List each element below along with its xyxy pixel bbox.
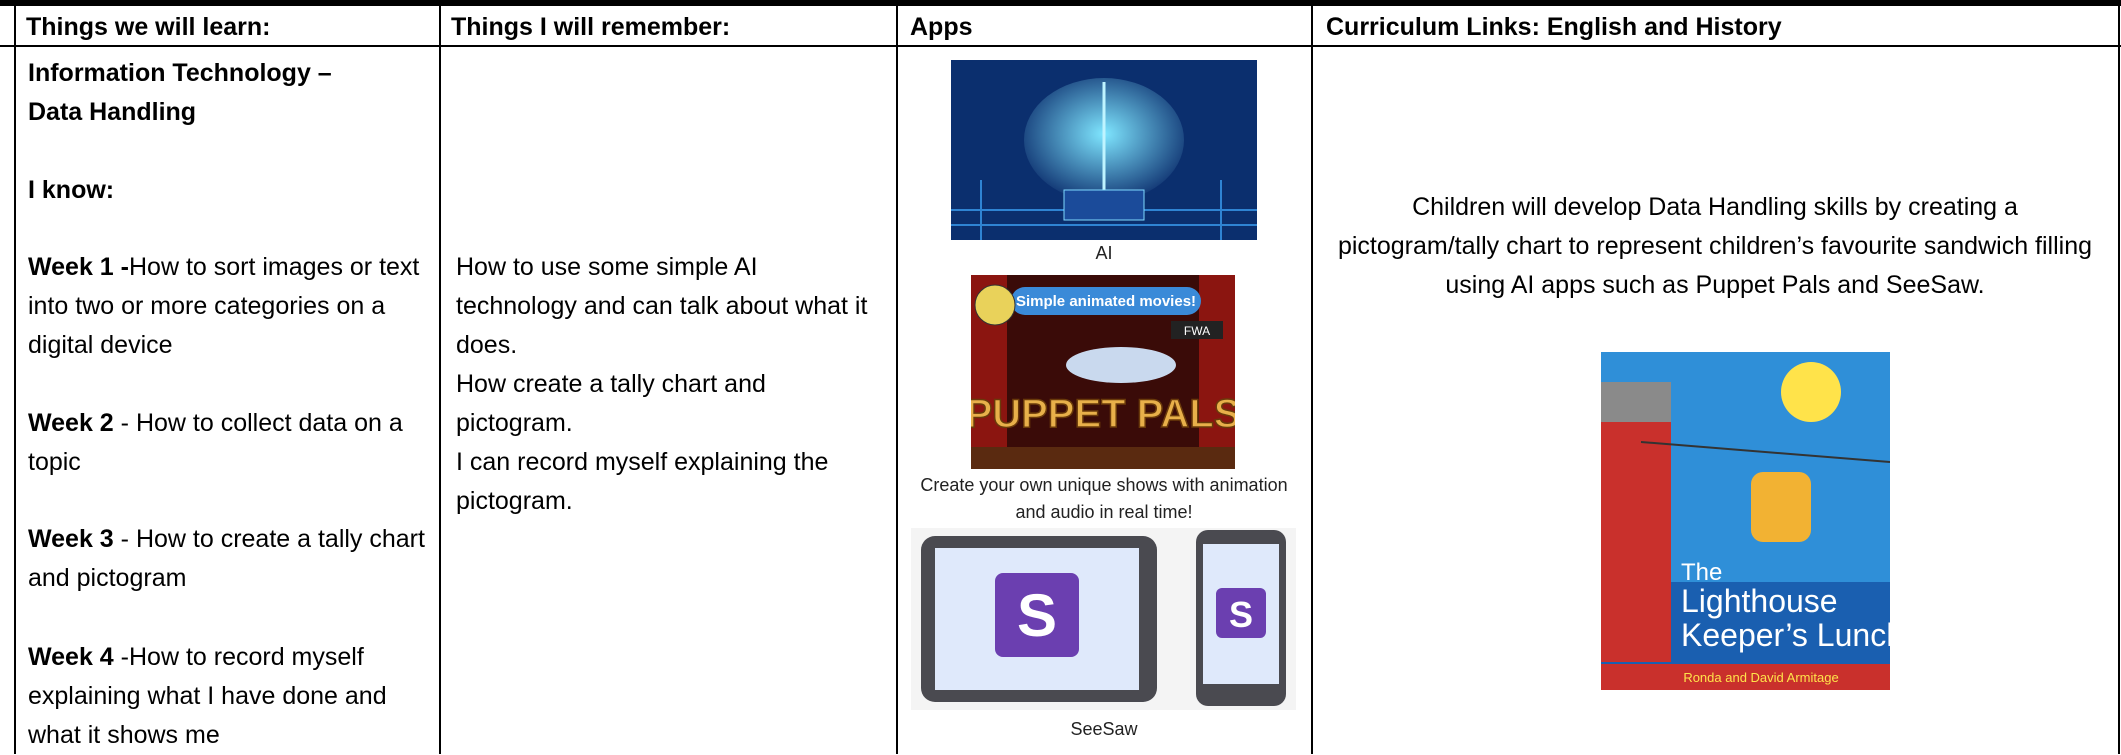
book-title: The	[1681, 559, 1722, 586]
ai-image	[951, 60, 1257, 240]
top-border	[0, 0, 2121, 6]
header-cell: Things I will remember:	[451, 13, 731, 41]
remember-list: How to use some simple AI technology and…	[456, 248, 876, 521]
week-label: Week 1 -	[28, 253, 129, 281]
week-text: How to sort images or text into two or m…	[28, 253, 420, 359]
puppet-pals-image: Simple animated movies! FWA PUPPET PALS	[971, 275, 1235, 469]
col-border	[14, 0, 16, 754]
svg-text:S: S	[1017, 582, 1057, 649]
week-label: Week 4	[28, 643, 114, 671]
app-logo: PUPPET PALS	[971, 392, 1235, 436]
week-label: Week 2	[28, 409, 114, 437]
col-border	[439, 0, 441, 754]
week-text: -How to record myself explaining what I …	[28, 643, 387, 749]
book-authors: Ronda and David Armitage	[1683, 670, 1838, 685]
svg-text:S: S	[1229, 594, 1253, 635]
subject: Information Technology – Data Handling	[28, 59, 332, 126]
curriculum-text: Children will develop Data Handling skil…	[1337, 193, 2093, 299]
app-caption: SeeSaw	[1070, 719, 1138, 739]
intro: I know:	[28, 176, 115, 204]
app-badge: FWA	[1184, 324, 1210, 338]
week: Week 3 - How to create a tally chart and…	[28, 520, 433, 598]
col-border	[2118, 0, 2120, 754]
remember-item: I can record myself explaining the picto…	[456, 448, 829, 515]
remember-item: How create a tally chart and pictogram.	[456, 370, 766, 437]
week: Week 2 - How to collect data on a topic	[28, 404, 433, 482]
book-title: Lighthouse	[1681, 583, 1838, 619]
week-text: - How to collect data on a topic	[28, 409, 403, 476]
app-banner: Simple animated movies!	[1016, 293, 1196, 310]
col-border	[896, 0, 898, 754]
week: Week 1 -How to sort images or text into …	[28, 248, 433, 365]
header-cell: Curriculum Links: English and History	[1326, 13, 1782, 41]
book-title: Keeper’s Lunch	[1681, 617, 1890, 653]
header-border	[0, 45, 2121, 47]
week-text: - How to create a tally chart and pictog…	[28, 525, 425, 592]
week: Week 4 -How to record myself explaining …	[28, 638, 433, 755]
week-label: Week 3	[28, 525, 114, 553]
app-caption: AI	[1095, 243, 1113, 263]
header-cell: Apps	[910, 13, 973, 41]
col-border	[1311, 0, 1313, 754]
seesaw-image: S S	[911, 528, 1296, 710]
app-caption: Create your own unique shows with animat…	[920, 475, 1288, 522]
header-cell: Things we will learn:	[26, 13, 271, 41]
book-cover: The Lighthouse Keeper’s Lunch Ronda and …	[1601, 352, 1890, 690]
remember-item: How to use some simple AI technology and…	[456, 253, 868, 359]
